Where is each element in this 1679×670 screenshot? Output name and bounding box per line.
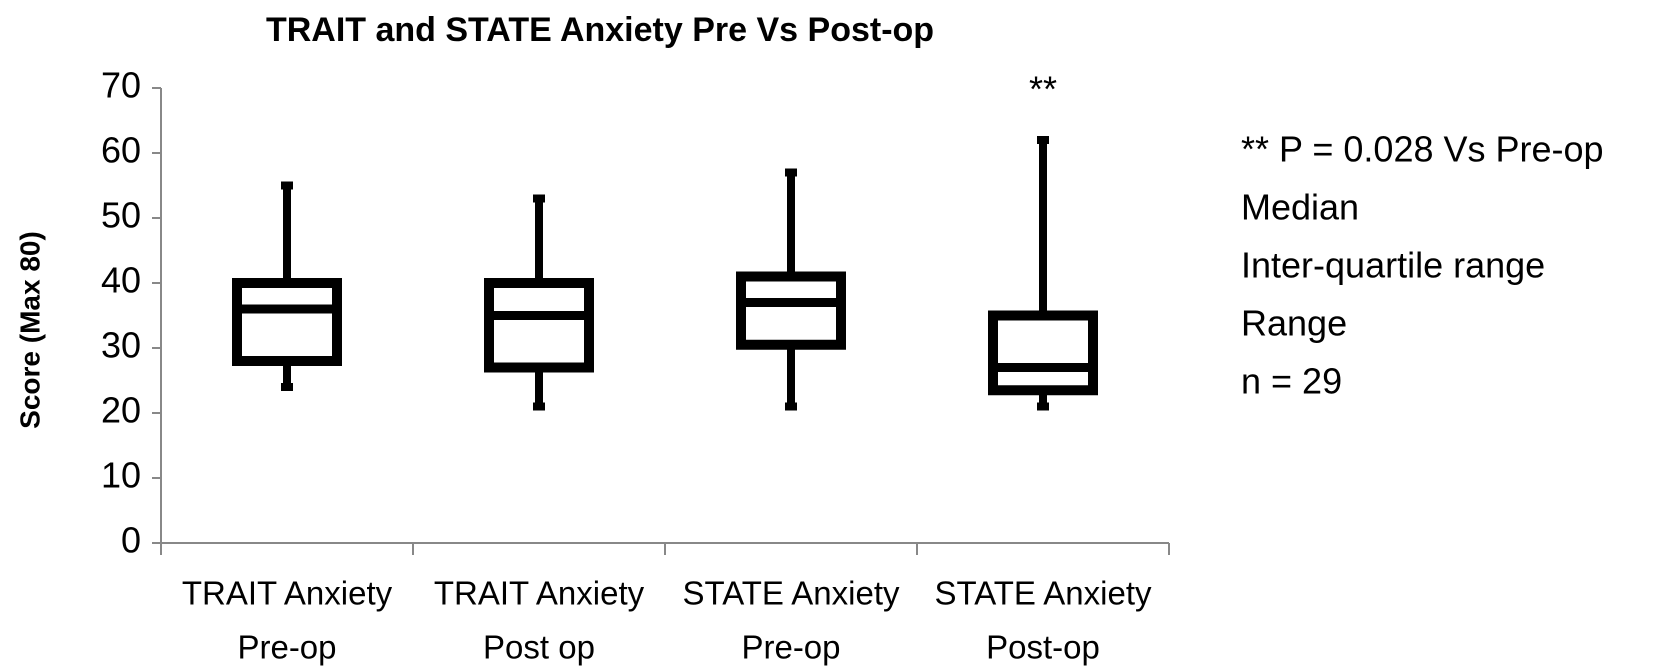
note: Inter-quartile range (1241, 245, 1545, 286)
y-tick-label: 70 (101, 65, 141, 106)
note: Median (1241, 187, 1359, 228)
x-tick-label: Post-op (986, 629, 1100, 666)
y-tick-label: 40 (101, 260, 141, 301)
y-tick-label: 50 (101, 195, 141, 236)
x-tick-label: TRAIT Anxiety (182, 575, 393, 612)
x-tick-label: Pre-op (741, 629, 840, 666)
y-tick-label: 0 (121, 520, 141, 561)
y-tick-label: 10 (101, 455, 141, 496)
x-tick-label: TRAIT Anxiety (434, 575, 645, 612)
x-tick-label: STATE Anxiety (682, 575, 900, 612)
chart-title: TRAIT and STATE Anxiety Pre Vs Post-op (266, 11, 934, 49)
annotation: ** (1029, 69, 1057, 110)
y-tick-label: 30 (101, 325, 141, 366)
note: n = 29 (1241, 361, 1342, 402)
x-tick-label: STATE Anxiety (934, 575, 1152, 612)
box (232, 278, 342, 366)
box (484, 278, 594, 373)
y-tick-label: 20 (101, 390, 141, 431)
y-tick-label: 60 (101, 130, 141, 171)
box (736, 271, 846, 350)
x-tick-label: Post op (483, 629, 595, 666)
note: ** P = 0.028 Vs Pre-op (1241, 129, 1604, 170)
y-axis-label: Score (Max 80) (14, 231, 45, 429)
note: Range (1241, 303, 1347, 344)
box (988, 310, 1098, 396)
x-tick-label: Pre-op (237, 629, 336, 666)
